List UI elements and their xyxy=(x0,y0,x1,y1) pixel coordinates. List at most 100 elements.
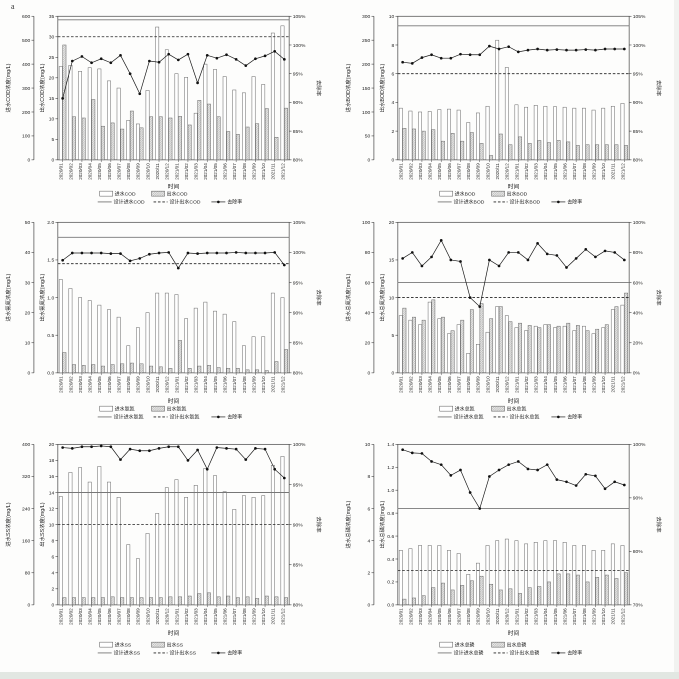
svg-text:70%: 70% xyxy=(633,603,644,609)
svg-text:2021/08: 2021/08 xyxy=(582,376,587,393)
svg-text:105%: 105% xyxy=(633,14,646,20)
left-axis-title: 进水BOD浓度(mg/L) xyxy=(344,64,352,113)
svg-text:0: 0 xyxy=(51,158,54,164)
svg-text:进水氨氮: 进水氨氮 xyxy=(115,406,135,413)
x-axis-title: 时间 xyxy=(508,183,520,191)
svg-text:2021/11: 2021/11 xyxy=(271,608,276,625)
svg-text:40%: 40% xyxy=(633,310,644,316)
svg-text:0.0: 0.0 xyxy=(47,371,54,377)
svg-text:1.0: 1.0 xyxy=(47,295,54,301)
svg-text:出水BOD: 出水BOD xyxy=(507,191,528,198)
bars-outflow xyxy=(62,592,288,606)
svg-text:2021/10: 2021/10 xyxy=(261,163,266,180)
svg-text:2: 2 xyxy=(368,571,371,577)
left-axis: 0 50 100 150 200 250 300 xyxy=(362,14,374,164)
svg-text:2020/04: 2020/04 xyxy=(428,608,433,625)
svg-text:150: 150 xyxy=(362,86,371,92)
removal-axis: 80% 85% 90% 95% 100% 105% xyxy=(629,14,646,164)
svg-text:2021/06: 2021/06 xyxy=(562,163,567,180)
svg-text:2021/10: 2021/10 xyxy=(261,376,266,393)
svg-text:2021/03: 2021/03 xyxy=(194,608,199,625)
svg-text:2021/03: 2021/03 xyxy=(194,376,199,393)
svg-text:设计出水SS: 设计出水SS xyxy=(170,650,197,657)
svg-text:2020/04: 2020/04 xyxy=(88,608,93,625)
bars-outflow xyxy=(402,292,628,374)
svg-text:4: 4 xyxy=(391,100,394,106)
svg-text:2020/07: 2020/07 xyxy=(456,376,461,393)
outlet-axis-title: 出水氨氮浓度(mg/L) xyxy=(38,273,46,321)
svg-text:2020/03: 2020/03 xyxy=(78,163,83,180)
svg-text:2020/01: 2020/01 xyxy=(59,163,64,180)
svg-text:去除率: 去除率 xyxy=(227,414,242,421)
outlet-axis: 0.0 0.5 1.0 1.5 2.0 xyxy=(47,220,58,377)
svg-text:10: 10 xyxy=(389,14,395,20)
svg-text:2020/04: 2020/04 xyxy=(428,163,433,180)
svg-text:2021/07: 2021/07 xyxy=(572,163,577,180)
svg-text:8: 8 xyxy=(51,538,54,544)
svg-text:60%: 60% xyxy=(633,280,644,286)
svg-text:2020/07: 2020/07 xyxy=(116,376,121,393)
bars-outflow xyxy=(62,44,288,161)
left-axis-title: 进水SS浓度(mg/L) xyxy=(4,502,12,546)
svg-text:去除率: 去除率 xyxy=(567,199,582,206)
svg-text:50: 50 xyxy=(365,134,371,140)
svg-text:出水氨氮: 出水氨氮 xyxy=(167,406,187,413)
svg-text:2021/07: 2021/07 xyxy=(232,163,237,180)
svg-text:2020/08: 2020/08 xyxy=(466,376,471,393)
left-axis-title: 进水总磷浓度(mg/L) xyxy=(344,501,352,549)
svg-text:设计出水总磷: 设计出水总磷 xyxy=(510,650,540,657)
svg-text:2020/02: 2020/02 xyxy=(68,163,73,180)
svg-text:20: 20 xyxy=(25,310,31,316)
svg-text:600: 600 xyxy=(22,14,31,20)
bars-outflow xyxy=(402,128,628,161)
svg-text:2: 2 xyxy=(51,587,54,593)
svg-text:0.0: 0.0 xyxy=(387,603,394,609)
removal-axis-title: 去除率 xyxy=(655,517,663,534)
svg-text:2021/08: 2021/08 xyxy=(242,163,247,180)
svg-text:2020/05: 2020/05 xyxy=(97,163,102,180)
svg-text:去除率: 去除率 xyxy=(567,650,582,657)
svg-text:95%: 95% xyxy=(633,71,644,77)
svg-text:0.5: 0.5 xyxy=(47,333,54,339)
svg-text:2020/08: 2020/08 xyxy=(126,376,131,393)
svg-text:2020/06: 2020/06 xyxy=(107,163,112,180)
legend: 进水SS 出水SS 设计进水SS 设计出水SS 去除率 xyxy=(97,642,242,657)
svg-text:2021/05: 2021/05 xyxy=(553,608,558,625)
svg-text:250: 250 xyxy=(362,38,371,44)
svg-text:160: 160 xyxy=(22,538,31,544)
bars-inflow xyxy=(58,456,285,606)
svg-text:25: 25 xyxy=(49,55,55,61)
svg-text:90%: 90% xyxy=(293,522,304,528)
svg-text:0: 0 xyxy=(51,603,54,609)
svg-text:出水SS: 出水SS xyxy=(167,642,184,649)
left-axis: 0 80 160 240 320 400 xyxy=(22,442,34,609)
svg-text:2020/03: 2020/03 xyxy=(78,376,83,393)
svg-text:2020/10: 2020/10 xyxy=(145,608,150,625)
svg-text:2021/11: 2021/11 xyxy=(611,608,616,625)
bars-outflow xyxy=(402,572,628,606)
svg-text:240: 240 xyxy=(22,506,31,512)
svg-text:2021/06: 2021/06 xyxy=(222,608,227,625)
svg-text:去除率: 去除率 xyxy=(227,650,242,657)
svg-text:40: 40 xyxy=(25,250,31,256)
svg-text:90%: 90% xyxy=(633,496,644,502)
svg-text:90%: 90% xyxy=(633,100,644,106)
svg-text:80%: 80% xyxy=(293,603,304,609)
svg-text:40: 40 xyxy=(365,310,371,316)
svg-text:12: 12 xyxy=(49,506,55,512)
svg-text:2020/03: 2020/03 xyxy=(78,608,83,625)
removal-line xyxy=(61,444,286,480)
svg-text:0: 0 xyxy=(391,371,394,377)
svg-text:设计出水COD: 设计出水COD xyxy=(170,199,201,206)
svg-text:2021/05: 2021/05 xyxy=(213,163,218,180)
chart-total-phosphorus: 0 2 4 6 8 10 0.0 0.2 0.4 0.6 0.8 1.0 1.2 1.4 70% 80% 90%… xyxy=(344,442,663,657)
bars-inflow xyxy=(398,301,625,374)
svg-text:设计进水BOD: 设计进水BOD xyxy=(454,199,485,206)
svg-text:2021/03: 2021/03 xyxy=(534,163,539,180)
svg-text:2021/09: 2021/09 xyxy=(251,376,256,393)
svg-text:100: 100 xyxy=(22,134,31,140)
x-axis-title: 时间 xyxy=(508,629,520,637)
svg-text:2020/10: 2020/10 xyxy=(145,163,150,180)
